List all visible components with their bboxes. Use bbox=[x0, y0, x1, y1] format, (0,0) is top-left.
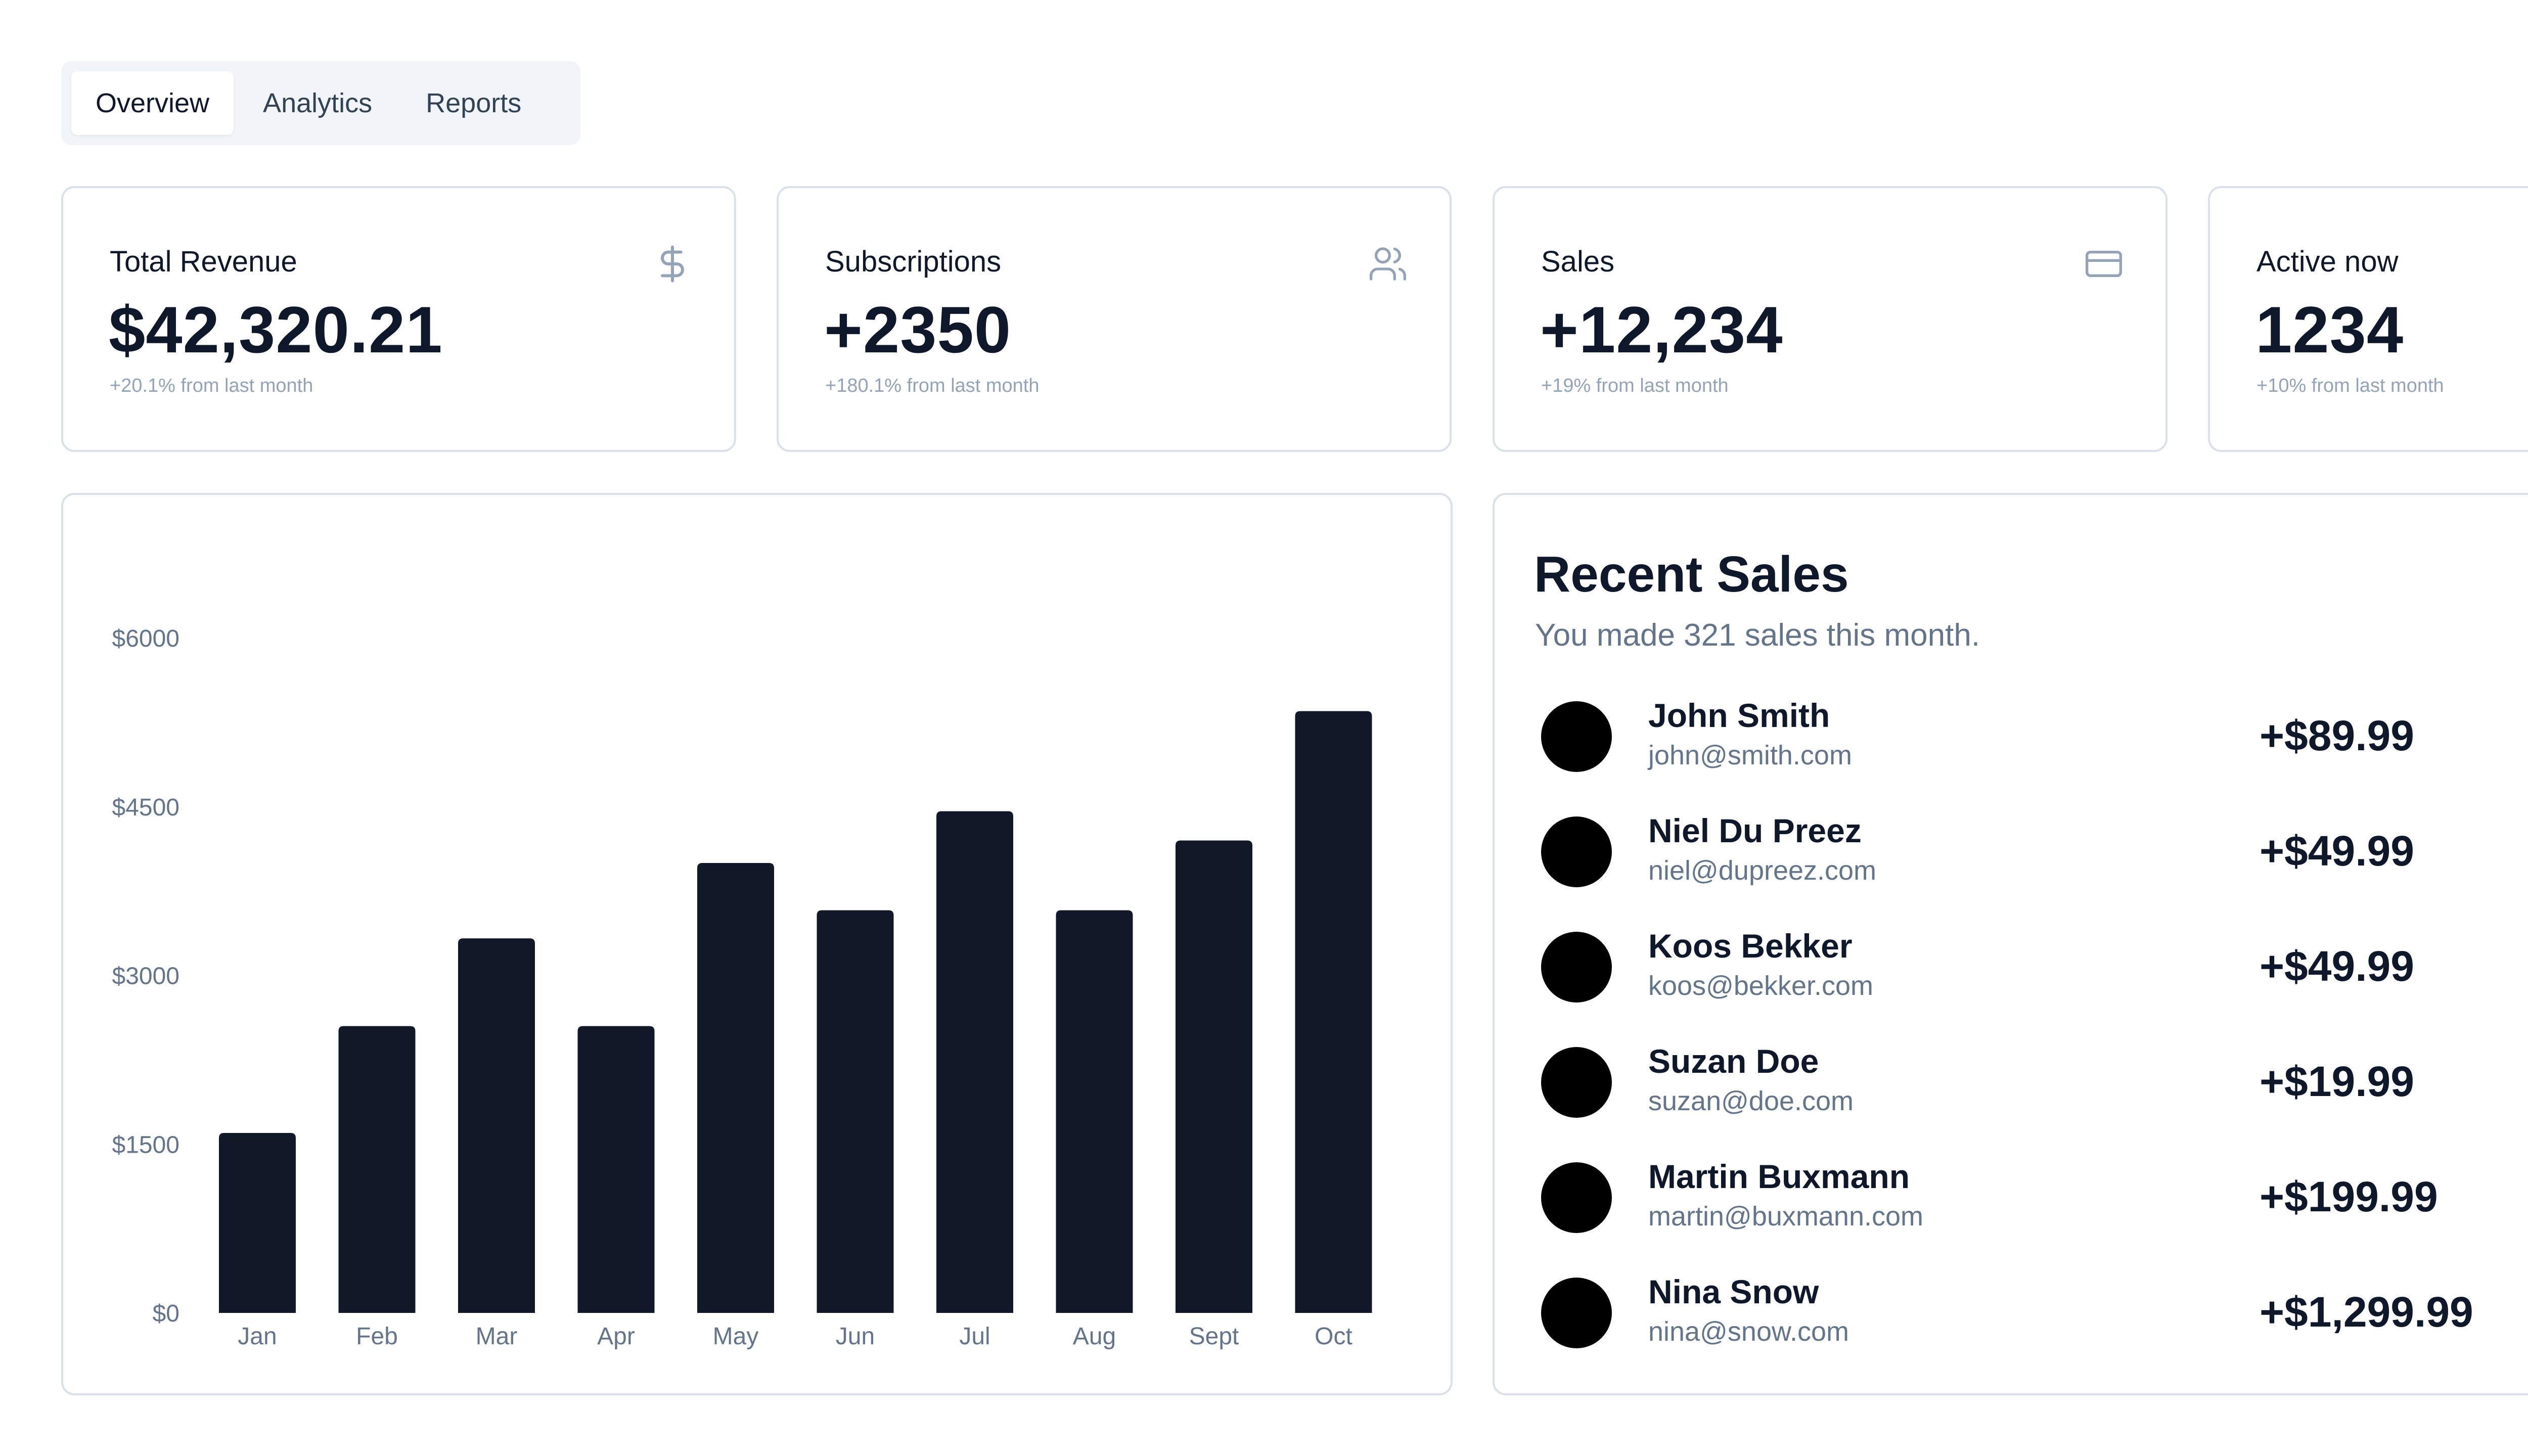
dollar-icon bbox=[661, 245, 684, 283]
sale-row: Niel Du Preez niel@dupreez.com +$49.99 bbox=[1541, 811, 2528, 892]
stat-value: $42,320.21 bbox=[109, 293, 443, 367]
credit-card-icon bbox=[2086, 251, 2122, 277]
sale-email: koos@bekker.com bbox=[1648, 971, 1873, 1001]
chart-bar-may bbox=[697, 863, 774, 1313]
tab-overview[interactable]: Overview bbox=[71, 71, 234, 135]
sale-name: Niel Du Preez bbox=[1648, 812, 1862, 849]
tab-analytics[interactable]: Analytics bbox=[263, 88, 373, 118]
chart-bar-aug bbox=[1056, 910, 1133, 1313]
avatar bbox=[1541, 816, 1612, 887]
stat-change: +20.1% from last month bbox=[110, 375, 313, 396]
sale-amount: +$19.99 bbox=[2260, 1058, 2414, 1105]
sale-row: Koos Bekker koos@bekker.com +$49.99 bbox=[1541, 927, 2528, 1008]
stat-label: Sales bbox=[1541, 245, 1615, 278]
tab-reports[interactable]: Reports bbox=[426, 88, 522, 118]
sale-name: Suzan Doe bbox=[1648, 1042, 1819, 1080]
stat-card-active-now: Active now 1234 +10% from last month bbox=[2208, 186, 2528, 452]
avatar bbox=[1541, 1047, 1612, 1118]
sale-row: Suzan Doe suzan@doe.com +$19.99 bbox=[1541, 1042, 2528, 1123]
chart-bar-feb bbox=[338, 1026, 416, 1313]
bar-chart: $0 $1500 $3000 $4500 $6000 Jan Feb Mar Apr May Jun… bbox=[112, 625, 1372, 1350]
avatar bbox=[1541, 701, 1612, 772]
sale-email: nina@snow.com bbox=[1648, 1316, 1849, 1347]
sale-row: John Smith john@smith.com +$89.99 bbox=[1541, 696, 2528, 777]
avatar bbox=[1541, 932, 1612, 1003]
sale-email: john@smith.com bbox=[1648, 740, 1852, 770]
x-tick-label: Apr bbox=[597, 1323, 635, 1350]
x-tick-label: Jun bbox=[836, 1323, 875, 1350]
stat-value: +12,234 bbox=[1540, 293, 1783, 367]
sale-name: Koos Bekker bbox=[1648, 927, 1853, 965]
stat-card-sales: Sales +12,234 +19% from last month bbox=[1493, 186, 2168, 452]
y-tick-label: $1500 bbox=[112, 1131, 179, 1158]
sale-amount: +$89.99 bbox=[2260, 712, 2414, 759]
tab-bar: Overview Analytics Reports bbox=[61, 61, 580, 145]
stat-label: Total Revenue bbox=[110, 245, 297, 278]
x-tick-label: May bbox=[713, 1323, 759, 1350]
stat-change: +180.1% from last month bbox=[825, 375, 1040, 396]
chart-bar-apr bbox=[577, 1026, 655, 1313]
stat-change: +19% from last month bbox=[1541, 375, 1729, 396]
chart-bar-jan bbox=[219, 1133, 296, 1313]
sale-amount: +$1,299.99 bbox=[2260, 1288, 2473, 1336]
stat-value: +2350 bbox=[824, 293, 1012, 367]
sale-email: suzan@doe.com bbox=[1648, 1086, 1854, 1116]
stat-label: Subscriptions bbox=[825, 245, 1002, 278]
y-tick-label: $3000 bbox=[112, 963, 179, 990]
stat-change: +10% from last month bbox=[2256, 375, 2444, 396]
sale-name: John Smith bbox=[1648, 697, 1830, 734]
sale-row: Martin Buxmann martin@buxmann.com +$199.… bbox=[1541, 1157, 2528, 1238]
sale-email: niel@dupreez.com bbox=[1648, 855, 1877, 886]
stat-value: 1234 bbox=[2255, 293, 2404, 367]
sale-amount: +$199.99 bbox=[2260, 1173, 2438, 1220]
recent-sales-card: Recent Sales You made 321 sales this mon… bbox=[1493, 493, 2528, 1395]
y-tick-label: $0 bbox=[153, 1300, 179, 1327]
chart-bar-mar bbox=[458, 938, 535, 1313]
avatar bbox=[1541, 1162, 1612, 1233]
chart-bar-jul bbox=[936, 811, 1013, 1313]
recent-sales-subtitle: You made 321 sales this month. bbox=[1535, 618, 1980, 653]
x-tick-label: Jan bbox=[238, 1323, 277, 1350]
y-tick-label: $6000 bbox=[112, 625, 179, 652]
x-tick-label: Sept bbox=[1189, 1323, 1239, 1350]
stat-label: Active now bbox=[2256, 245, 2399, 278]
x-tick-label: Aug bbox=[1073, 1323, 1116, 1350]
chart-bar-jun bbox=[817, 910, 894, 1313]
sale-email: martin@buxmann.com bbox=[1648, 1201, 1924, 1232]
users-icon bbox=[1370, 247, 1406, 281]
sale-name: Martin Buxmann bbox=[1648, 1158, 1910, 1195]
stat-card-subscriptions: Subscriptions +2350 +180.1% from last mo… bbox=[777, 186, 1452, 452]
sale-amount: +$49.99 bbox=[2260, 827, 2414, 875]
x-tick-label: Feb bbox=[356, 1323, 398, 1350]
avatar bbox=[1541, 1278, 1612, 1348]
sale-amount: +$49.99 bbox=[2260, 942, 2414, 990]
sale-row: Nina Snow nina@snow.com +$1,299.99 bbox=[1541, 1272, 2528, 1353]
stat-card-total-revenue: Total Revenue $42,320.21 +20.1% from las… bbox=[61, 186, 736, 452]
overview-chart-card: $0 $1500 $3000 $4500 $6000 Jan Feb Mar Apr May Jun… bbox=[61, 493, 1453, 1395]
x-tick-label: Jul bbox=[959, 1323, 990, 1350]
x-tick-label: Oct bbox=[1315, 1323, 1352, 1350]
recent-sales-title: Recent Sales bbox=[1534, 546, 1849, 603]
chart-bar-oct bbox=[1295, 711, 1372, 1313]
sale-name: Nina Snow bbox=[1648, 1273, 1819, 1310]
chart-bar-sept bbox=[1176, 840, 1252, 1313]
y-tick-label: $4500 bbox=[112, 794, 179, 821]
x-tick-label: Mar bbox=[476, 1323, 518, 1350]
